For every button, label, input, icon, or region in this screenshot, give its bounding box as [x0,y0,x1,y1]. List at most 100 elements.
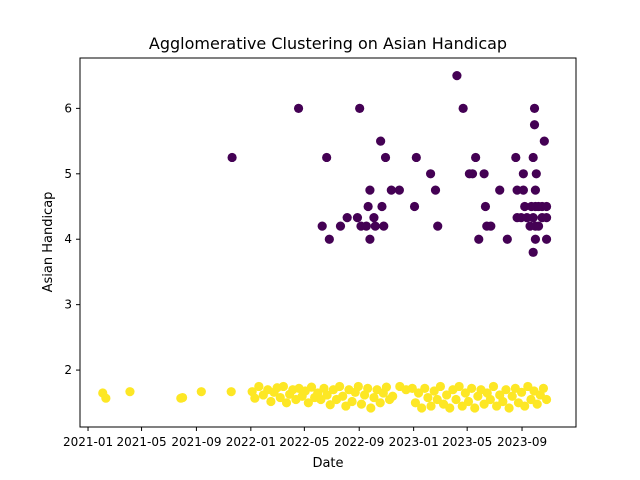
data-point [488,381,499,392]
data-point [409,201,420,212]
data-point [375,398,385,408]
data-point [317,221,327,231]
data-point [322,390,332,400]
data-point [516,387,527,397]
data-point [365,185,375,195]
data-point [370,221,380,231]
data-point [451,394,461,405]
data-point [452,71,462,81]
x-tick-label: 2022-01 [226,435,276,449]
data-point [528,152,538,163]
data-point [501,385,511,395]
data-point [254,381,264,392]
data-point [376,136,386,146]
data-point [281,398,292,408]
data-point [322,152,332,163]
y-tick-label: 3 [64,298,72,312]
y-tick-label: 6 [64,101,72,115]
data-point [430,185,441,195]
y-tick-label: 4 [64,232,72,246]
data-point [442,390,452,400]
data-point [539,136,549,146]
data-point [325,400,335,410]
data-point [250,393,260,403]
data-point [177,392,188,403]
y-tick-label: 2 [64,363,72,377]
x-tick-label: 2023-01 [389,435,439,449]
data-point [324,234,334,244]
y-axis-label: Asian Handicap [41,192,56,293]
data-point [423,392,433,403]
data-point [342,213,352,223]
data-point [532,399,542,409]
x-axis-ticks: 2021-01 2021-05 2021-09 2022-01 2022-05 2022-… [63,427,547,449]
data-point [530,234,541,244]
data-point [335,221,346,231]
data-point [531,169,541,179]
data-point [433,221,443,231]
data-point [196,387,206,397]
data-point [411,152,421,163]
x-tick-label: 2023-09 [497,435,547,449]
data-point [417,403,427,413]
data-point [227,152,237,163]
data-point [363,201,373,212]
data-point [303,398,313,408]
data-point [538,383,549,393]
data-point [518,169,528,179]
data-point [361,221,371,231]
data-point [278,381,288,392]
data-point [498,396,508,407]
data-point [502,234,512,244]
data-point [394,185,404,195]
y-tick-label: 5 [64,167,72,181]
data-point [369,213,379,223]
data-point [386,185,396,195]
data-point [528,213,538,223]
data-point [293,103,304,113]
data-point [458,103,468,113]
data-point [504,403,514,413]
data-point [528,247,538,257]
data-point [511,152,521,163]
data-point [226,387,236,397]
data-point [388,391,398,401]
data-point [101,393,111,403]
data-point [347,396,357,407]
data-point [338,391,348,401]
data-point [479,169,489,179]
data-point [369,392,379,403]
data-point [266,396,276,407]
data-point [541,201,552,212]
data-point [366,403,376,413]
data-point [454,381,464,392]
data-point [471,152,481,163]
x-tick-label: 2021-09 [171,435,221,449]
data-point [467,169,478,179]
plot-area-frame [79,57,577,428]
data-point [445,403,455,413]
data-point [352,213,363,223]
data-point [474,234,484,244]
data-point [426,401,436,411]
data-point [541,394,552,405]
y-axis-ticks: 2 3 4 5 6 [64,101,80,377]
data-point [353,381,363,392]
x-tick-label: 2022-09 [334,435,384,449]
data-point [335,381,345,392]
data-point [381,382,392,392]
data-point [507,391,517,401]
data-point [125,387,135,397]
data-point [365,234,375,244]
data-point [485,394,495,405]
data-point [356,399,367,409]
data-point [377,201,387,212]
chart-title: Agglomerative Clustering on Asian Handic… [149,34,507,53]
data-point [530,185,541,195]
data-point [306,382,317,392]
data-point [435,381,445,392]
data-point [363,383,373,393]
data-point [529,103,540,113]
x-axis-label: Date [312,456,343,471]
